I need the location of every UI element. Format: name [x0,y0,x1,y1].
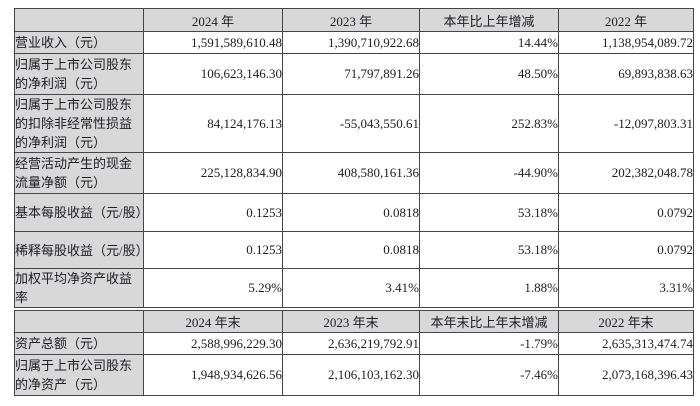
cell-value: -7.46% [419,354,559,396]
header-2024-end: 2024 年末 [143,310,283,333]
cell-value: 2,073,168,396.43 [558,354,694,396]
cell-value: 1,948,934,626.56 [143,354,283,396]
cell-value: 69,893,838.63 [558,53,694,95]
cell-value: 2,635,313,474.74 [558,332,694,355]
cell-value: -12,097,803.31 [558,94,694,153]
table-row-revenue: 营业收入（元） 1,591,589,610.48 1,390,710,922.6… [14,31,694,54]
header-2022-end: 2022 年末 [558,310,694,333]
cell-value: 0.0818 [282,193,420,232]
cell-value: 53.18% [419,231,559,269]
table-row-diluted-eps: 稀释每股收益（元/股） 0.1253 0.0818 53.18% 0.0792 [14,231,694,269]
header-yoy-change: 本年比上年增减 [419,8,559,32]
cell-value: 1,138,954,089.72 [558,31,694,54]
cell-value: -55,043,550.61 [282,94,420,153]
header-2023-end: 2023 年末 [282,310,420,333]
row-label: 归属于上市公司股东的净资产（元） [14,354,144,396]
row-label: 归属于上市公司股东的扣除非经常性损益的净利润（元） [14,94,144,153]
period-end-header-row: 2024 年末 2023 年末 本年末比上年末增减 2022 年末 [14,310,694,333]
row-label: 营业收入（元） [14,31,144,54]
cell-value: 0.0792 [558,193,694,232]
cell-value: 1,390,710,922.68 [282,31,420,54]
header-2022: 2022 年 [558,8,694,32]
cell-value: 408,580,161.36 [282,152,420,194]
row-label: 稀释每股收益（元/股） [14,231,144,269]
row-label: 资产总额（元） [14,332,144,355]
row-label: 基本每股收益（元/股） [14,193,144,232]
cell-value: 252.83% [419,94,559,153]
header-2023: 2023 年 [282,8,420,32]
cell-value: 84,124,176.13 [143,94,283,153]
cell-value: 1.88% [419,268,559,308]
cell-value: 2,636,219,792.91 [282,332,420,355]
cell-value: 53.18% [419,193,559,232]
cell-value: 0.0818 [282,231,420,269]
header-blank [14,8,144,32]
cell-value: 0.0792 [558,231,694,269]
table-row-basic-eps: 基本每股收益（元/股） 0.1253 0.0818 53.18% 0.0792 [14,193,694,232]
cell-value: 14.44% [419,31,559,54]
cell-value: 225,128,834.90 [143,152,283,194]
header-2024: 2024 年 [143,8,283,32]
period-end-summary-table: 2024 年末 2023 年末 本年末比上年末增减 2022 年末 资产总额（元… [14,310,694,396]
annual-header-row: 2024 年 2023 年 本年比上年增减 2022 年 [14,8,694,32]
cell-value: 2,588,996,229.30 [143,332,283,355]
row-label: 归属于上市公司股东的净利润（元） [14,53,144,95]
cell-value: 0.1253 [143,231,283,269]
cell-value: 202,382,048.78 [558,152,694,194]
table-row-net-profit: 归属于上市公司股东的净利润（元） 106,623,146.30 71,797,8… [14,53,694,95]
cell-value: 5.29% [143,268,283,308]
table-row-total-assets: 资产总额（元） 2,588,996,229.30 2,636,219,792.9… [14,332,694,355]
cell-value: -44.90% [419,152,559,194]
table-row-net-profit-excl-nonrecurring: 归属于上市公司股东的扣除非经常性损益的净利润（元） 84,124,176.13 … [14,94,694,153]
cell-value: 106,623,146.30 [143,53,283,95]
cell-value: 0.1253 [143,193,283,232]
financial-summary-page: 2024 年 2023 年 本年比上年增减 2022 年 营业收入（元） 1,5… [14,8,694,396]
cell-value: 71,797,891.26 [282,53,420,95]
cell-value: 1,591,589,610.48 [143,31,283,54]
table-row-net-assets: 归属于上市公司股东的净资产（元） 1,948,934,626.56 2,106,… [14,354,694,396]
annual-summary-table: 2024 年 2023 年 本年比上年增减 2022 年 营业收入（元） 1,5… [14,8,694,308]
table-row-operating-cash-flow: 经营活动产生的现金流量净额（元） 225,128,834.90 408,580,… [14,152,694,194]
row-label: 加权平均净资产收益率 [14,268,144,308]
cell-value: 3.31% [558,268,694,308]
table-row-weighted-avg-roe: 加权平均净资产收益率 5.29% 3.41% 1.88% 3.31% [14,268,694,308]
header-blank [14,310,144,333]
cell-value: 48.50% [419,53,559,95]
cell-value: 3.41% [282,268,420,308]
header-end-change: 本年末比上年末增减 [419,310,559,333]
cell-value: -1.79% [419,332,559,355]
cell-value: 2,106,103,162.30 [282,354,420,396]
row-label: 经营活动产生的现金流量净额（元） [14,152,144,194]
